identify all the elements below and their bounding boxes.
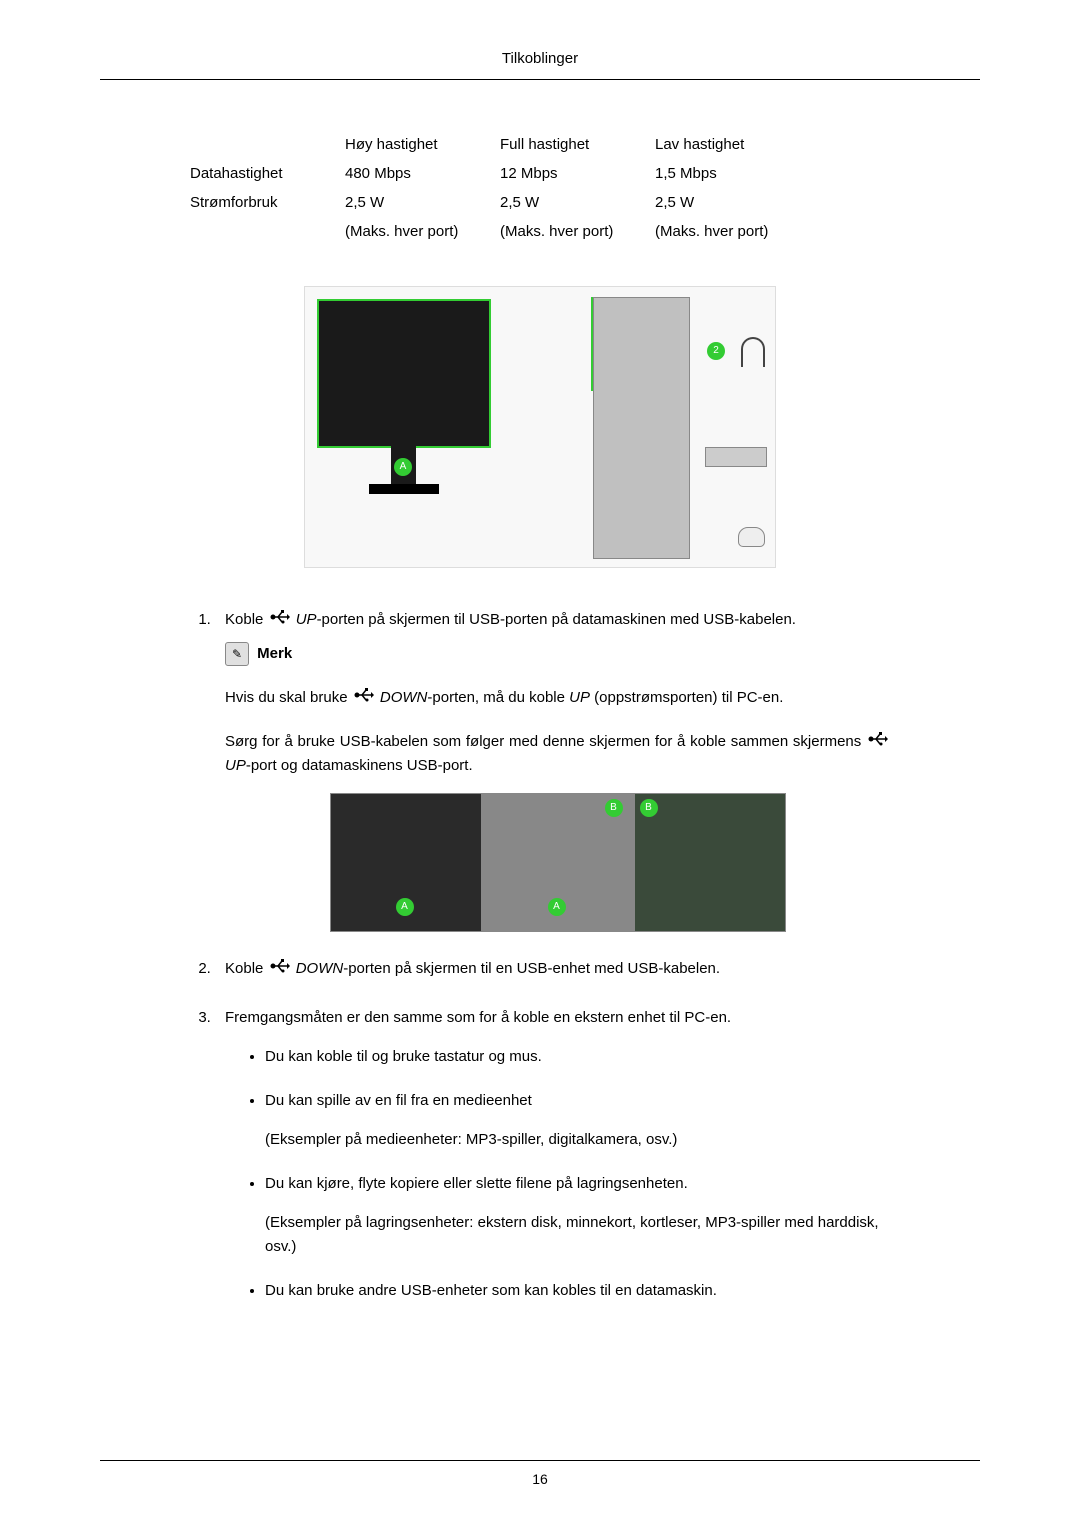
note2-pre: Sørg for å bruke USB-kabelen som følger …	[225, 733, 866, 750]
step1-pre: Koble	[225, 611, 268, 628]
table-row: (Maks. hver port) (Maks. hver port) (Mak…	[190, 217, 810, 246]
bullet-3-text: Du kan kjøre, flyte kopiere eller slette…	[265, 1175, 688, 1192]
usb-icon	[270, 608, 290, 632]
step3-text: Fremgangsmåten er den samme som for å ko…	[225, 1009, 731, 1026]
connection-diagram: A 2	[304, 286, 776, 568]
page-number: 16	[532, 1471, 548, 1487]
note1-italic: DOWN	[380, 689, 428, 706]
bullet-1: Du kan koble til og bruke tastatur og mu…	[265, 1045, 890, 1069]
note1-italic2: UP	[569, 689, 590, 706]
row3-c1: (Maks. hver port)	[345, 217, 500, 246]
monitor-icon: A	[317, 299, 491, 448]
row2-c1: 2,5 W	[345, 188, 500, 217]
note-text-1: Hvis du skal bruke DOWN-porten, må du ko…	[225, 686, 890, 710]
step-3: Fremgangsmåten er den samme som for å ko…	[215, 1006, 890, 1303]
step1-post: -porten på skjermen til USB-porten på da…	[317, 611, 796, 628]
usb-cable-photo: A B	[482, 793, 634, 932]
headphones-icon	[741, 337, 765, 367]
header-full: Full hastighet	[500, 130, 655, 159]
pc-tower-icon	[593, 297, 690, 559]
header-empty	[190, 130, 345, 159]
spec-table: Høy hastighet Full hastighet Lav hastigh…	[190, 130, 810, 246]
bullet-2-example: (Eksempler på medieenheter: MP3-spiller,…	[265, 1128, 890, 1152]
note1-pre: Hvis du skal bruke	[225, 689, 352, 706]
badge-2: 2	[707, 342, 725, 360]
photo-badge-a2: A	[548, 898, 566, 916]
row3-c3: (Maks. hver port)	[655, 217, 810, 246]
step1-italic: UP	[296, 611, 317, 628]
row1-c1: 480 Mbps	[345, 159, 500, 188]
photo-badge-b: B	[605, 799, 623, 817]
step2-post: -porten på skjermen til en USB-enhet med…	[343, 960, 720, 977]
note-icon: ✎	[225, 642, 249, 666]
row3-label	[190, 217, 345, 246]
header-title: Tilkoblinger	[502, 50, 578, 67]
mouse-icon	[738, 527, 765, 547]
usb-port-photo-1: A	[330, 793, 482, 932]
bullet-2: Du kan spille av en fil fra en medieenhe…	[265, 1089, 890, 1152]
step3-bullets: Du kan koble til og bruke tastatur og mu…	[225, 1045, 890, 1303]
table-row: Datahastighet 480 Mbps 12 Mbps 1,5 Mbps	[190, 159, 810, 188]
steps-list: Koble UP-porten på skjermen til USB-port…	[190, 608, 890, 1303]
step-1: Koble UP-porten på skjermen til USB-port…	[215, 608, 890, 932]
note-label: Merk	[257, 645, 292, 662]
note-text-2: Sørg for å bruke USB-kabelen som følger …	[225, 730, 890, 778]
row1-c2: 12 Mbps	[500, 159, 655, 188]
badge-a: A	[394, 458, 412, 476]
usb-icon	[354, 686, 374, 710]
row1-label: Datahastighet	[190, 159, 345, 188]
table-row: Strømforbruk 2,5 W 2,5 W 2,5 W	[190, 188, 810, 217]
note-row: ✎ Merk	[225, 642, 890, 666]
note2-post: -port og datamaskinens USB-port.	[246, 757, 473, 774]
bullet-3-example: (Eksempler på lagringsenheter: ekstern d…	[265, 1211, 890, 1259]
page-header: Tilkoblinger	[100, 50, 980, 80]
bullet-4: Du kan bruke andre USB-enheter som kan k…	[265, 1279, 890, 1303]
note2-italic: UP	[225, 757, 246, 774]
page: Tilkoblinger Høy hastighet Full hastighe…	[0, 0, 1080, 1527]
note1-mid: -porten, må du koble	[427, 689, 569, 706]
row2-label: Strømforbruk	[190, 188, 345, 217]
table-header-row: Høy hastighet Full hastighet Lav hastigh…	[190, 130, 810, 159]
step-2: Koble DOWN-porten på skjermen til en USB…	[215, 957, 890, 981]
bullet-2-text: Du kan spille av en fil fra en medieenhe…	[265, 1092, 532, 1109]
step2-pre: Koble	[225, 960, 268, 977]
step2-italic: DOWN	[296, 960, 344, 977]
usb-icon	[868, 730, 888, 754]
header-high: Høy hastighet	[345, 130, 500, 159]
photo-row: A A B B	[225, 793, 890, 932]
monitor-base-icon	[369, 484, 439, 494]
keyboard-icon	[705, 447, 767, 467]
row1-c3: 1,5 Mbps	[655, 159, 810, 188]
usb-icon	[270, 957, 290, 981]
page-footer: 16	[100, 1460, 980, 1487]
photo-badge-a: A	[396, 898, 414, 916]
row2-c3: 2,5 W	[655, 188, 810, 217]
content-area: Høy hastighet Full hastighet Lav hastigh…	[100, 130, 980, 1303]
photo-badge-b2: B	[640, 799, 658, 817]
pc-port-photo: B	[634, 793, 786, 932]
header-low: Lav hastighet	[655, 130, 810, 159]
note1-post: (oppstrømsporten) til PC-en.	[590, 689, 783, 706]
bullet-3: Du kan kjøre, flyte kopiere eller slette…	[265, 1172, 890, 1259]
row3-c2: (Maks. hver port)	[500, 217, 655, 246]
row2-c2: 2,5 W	[500, 188, 655, 217]
